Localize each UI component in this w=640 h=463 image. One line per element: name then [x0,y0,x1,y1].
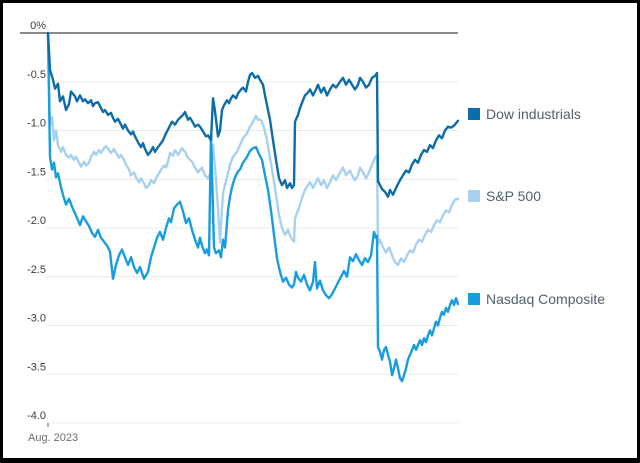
legend-item-sp500: S&P 500 [468,189,541,203]
y-axis-tick-label: -4.0 [27,410,46,422]
y-axis-tick-label: -1.5 [27,166,46,178]
legend-swatch-sp500 [468,190,480,202]
legend-item-dow: Dow industrials [468,107,581,121]
x-axis-label: Aug. 2023 [28,432,79,444]
legend-swatch-dow [468,108,480,120]
series-line-nasdaq-composite [46,31,460,383]
y-axis-tick-label: -1.0 [27,118,46,130]
y-axis-tick-label: -3.5 [27,361,46,373]
y-axis-tick-label: 0% [30,20,46,32]
y-axis-tick-label: -0.5 [27,69,46,81]
legend-label-sp500: S&P 500 [486,188,542,204]
line-chart: 0% -0.5 -1.0 -1.5 -2.0 -2.5 -3.0 -3.5 -4.0 [20,20,460,427]
legend-label-nasdaq: Nasdaq Composite [486,291,606,307]
y-axis-tick-label: -3.0 [27,313,46,325]
series-line-s-p-500 [46,31,460,267]
legend-item-nasdaq: Nasdaq Composite [468,292,605,306]
legend-label-dow: Dow industrials [486,106,581,122]
legend-swatch-nasdaq [468,293,480,305]
y-axis-tick-label: -2.0 [27,215,46,227]
y-axis-tick-label: -2.5 [27,264,46,276]
series-line-dow-industrials [46,31,460,199]
